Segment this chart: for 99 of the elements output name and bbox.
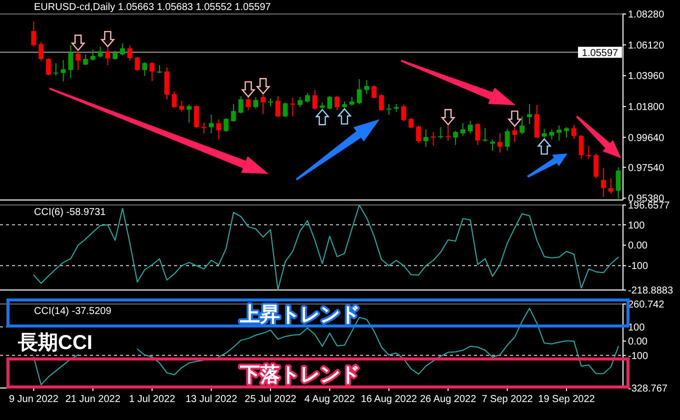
candlestick [150,62,155,82]
candlestick [60,59,66,82]
y-tick-label: -100 [628,350,648,362]
candlestick [372,84,377,99]
candlestick [224,117,229,132]
candlestick [460,122,466,136]
candlestick [608,178,614,194]
candlestick [356,78,362,105]
candlestick [208,114,214,134]
candlestick [186,104,192,124]
candlestick [134,56,140,72]
candlestick [216,118,222,140]
candlestick [386,104,392,116]
x-tick-label: 26 Aug 2022 [420,394,477,405]
y-tick-label: 0.99640 [628,132,665,144]
candlestick [578,134,584,160]
candlestick [172,91,177,108]
x-tick-label: 1 Jul 2022 [129,394,176,405]
candlestick [423,128,428,148]
chart-title: EURUSD-cd,Daily 1.05663 1.05683 1.05552 1.05597 [34,2,272,13]
y-tick-label: 1.08280 [628,10,665,20]
candlestick [68,44,74,79]
candlestick [253,96,258,110]
candlestick [194,105,199,128]
x-tick-label: 13 Jul 2022 [185,394,238,405]
candlestick [120,43,125,56]
y-tick-label: 1.03960 [628,71,665,82]
chart-title: CCI(6) -58.9731 [34,207,106,218]
x-tick-label: 7 Sep 2022 [482,394,534,405]
y-tick-label: 1.06120 [628,40,665,52]
candlestick [127,45,132,62]
candlestick [556,125,562,141]
x-tick-label: 19 Sep 2022 [538,394,596,405]
candlestick [401,104,406,122]
candlestick [430,131,436,146]
candlestick [305,92,310,103]
candlestick [446,125,451,141]
candlestick [594,152,599,179]
candlestick [327,95,332,110]
x-tick-label: 21 Jun 2022 [65,394,121,405]
candlestick [416,125,421,144]
candlestick [201,122,206,134]
annotation: 下落トレンド [239,364,360,386]
candlestick [83,54,88,66]
y-tick-label: -218.8883 [628,286,674,296]
candlestick [564,126,569,138]
y-tick-label: -328.767 [628,384,668,394]
y-tick-label: 0.00 [628,240,648,252]
candlestick [497,132,502,154]
annotation: 上昇トレンド [239,304,360,326]
candlestick [334,95,340,111]
candlestick [601,168,606,198]
candlestick [76,50,81,70]
y-tick-label: 0.97540 [628,162,665,174]
x-tick-label: 9 Jun 2022 [8,394,59,405]
candlestick [482,128,488,142]
y-tick-label: 260.742 [628,300,665,310]
candlestick [408,117,414,129]
annotation: 長期CCI [17,332,92,354]
candlestick [260,94,266,114]
candlestick [290,97,296,117]
candlestick [571,124,576,140]
candlestick [231,104,236,122]
line-series [33,204,619,290]
candlestick [312,90,318,110]
candlestick [38,41,44,62]
candlestick [534,104,540,139]
candlestick [90,49,96,62]
candlestick [164,66,170,100]
candlestick [142,62,148,77]
candlestick [53,62,58,76]
candlestick [512,126,518,143]
candlestick [527,104,532,125]
x-tick-label: 25 Jul 2022 [244,394,297,405]
chart-title: CCI(14) -37.5209 [34,306,112,317]
candlestick [157,64,162,74]
candlestick [438,126,444,140]
ref-line-label: 1.05597 [582,48,619,59]
y-tick-label: 100 [628,322,646,334]
y-tick-label: 1.01800 [628,102,665,113]
y-tick-label: -100 [628,261,648,272]
candlestick [238,96,244,114]
candlestick [616,166,621,200]
candlestick [105,47,110,66]
candlestick [31,21,36,48]
x-tick-label: 4 Aug 2022 [304,394,356,405]
candlestick [520,116,525,135]
candlestick [475,122,480,146]
candlestick [282,102,288,118]
candlestick [379,94,384,112]
candlestick [504,128,510,151]
candlestick [46,58,51,76]
y-tick-label: 100 [628,220,646,232]
x-tick-label: 16 Aug 2022 [360,394,418,405]
candlestick [453,130,458,146]
candlestick [586,145,592,160]
candlestick [298,96,303,108]
y-tick-label: 0.00 [628,336,648,348]
candlestick [275,96,280,118]
